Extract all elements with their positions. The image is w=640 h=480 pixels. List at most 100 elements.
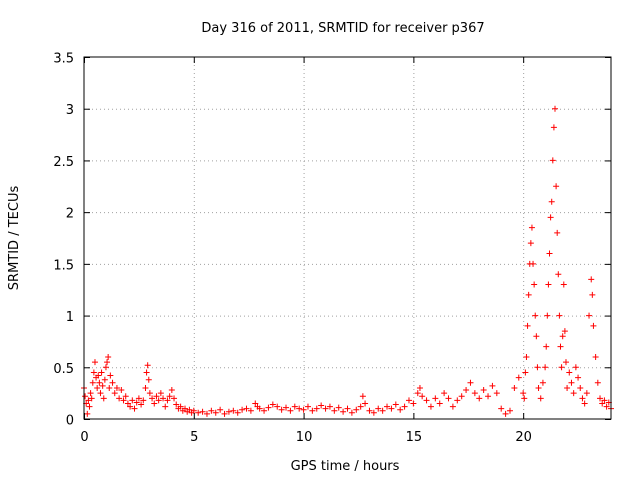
data-point — [252, 400, 259, 407]
data-point — [589, 291, 596, 298]
data-point — [144, 362, 151, 369]
data-point — [523, 353, 530, 360]
data-point — [458, 393, 465, 400]
data-point — [539, 379, 546, 386]
data-point — [544, 312, 551, 319]
data-point — [550, 124, 557, 131]
data-point — [344, 405, 351, 412]
data-point — [239, 406, 246, 413]
data-point — [203, 410, 210, 417]
y-tick-label: 3.5 — [53, 52, 74, 67]
data-point — [243, 405, 250, 412]
data-point — [357, 403, 364, 410]
data-point — [520, 390, 527, 397]
data-point — [586, 312, 593, 319]
data-point — [533, 333, 540, 340]
data-point — [362, 400, 369, 407]
data-point — [111, 390, 118, 397]
data-point — [531, 281, 538, 288]
y-tick-label: 0 — [66, 414, 74, 429]
y-tick-label: 0.5 — [53, 362, 74, 377]
data-point — [164, 397, 171, 404]
data-point — [545, 281, 552, 288]
data-point — [549, 157, 556, 164]
data-point — [98, 369, 105, 376]
data-point — [106, 384, 113, 391]
plot-area-border — [83, 56, 612, 420]
data-point — [511, 384, 518, 391]
data-point — [572, 364, 579, 371]
data-point — [160, 395, 167, 402]
data-point — [542, 364, 549, 371]
data-point — [419, 393, 426, 400]
data-point — [186, 406, 193, 413]
data-point — [577, 384, 584, 391]
data-point — [601, 397, 608, 404]
data-point — [107, 372, 114, 379]
data-point — [359, 393, 366, 400]
y-tick-label: 3 — [66, 103, 74, 118]
x-axis-ticks: 0 5 10 15 20 — [80, 57, 532, 445]
data-point — [143, 369, 150, 376]
data-point — [88, 395, 95, 402]
data-point — [304, 403, 311, 410]
data-point — [247, 407, 254, 414]
data-point — [287, 407, 294, 414]
data-point — [515, 374, 522, 381]
data-point — [157, 390, 164, 397]
data-point — [537, 395, 544, 402]
data-point — [95, 372, 102, 379]
y-tick-label: 1 — [66, 310, 74, 325]
data-point — [225, 408, 232, 415]
series-srmtid — [81, 105, 614, 417]
data-point — [99, 382, 106, 389]
data-series — [81, 105, 614, 417]
data-point — [532, 312, 539, 319]
data-point — [91, 359, 98, 366]
data-point — [113, 384, 120, 391]
data-point — [405, 397, 412, 404]
data-point — [84, 410, 91, 417]
data-point — [416, 384, 423, 391]
data-point — [581, 400, 588, 407]
data-point — [182, 405, 189, 412]
data-point — [558, 364, 565, 371]
data-point — [548, 198, 555, 205]
data-point — [127, 403, 134, 410]
data-point — [131, 405, 138, 412]
data-point — [104, 359, 111, 366]
data-point — [599, 400, 606, 407]
data-point — [326, 403, 333, 410]
data-point — [388, 405, 395, 412]
data-point — [129, 397, 136, 404]
x-tick-label: 20 — [515, 430, 532, 445]
data-point — [212, 409, 219, 416]
data-point — [171, 395, 178, 402]
data-point — [296, 405, 303, 412]
data-point — [530, 260, 537, 267]
data-point — [463, 387, 470, 394]
data-point — [101, 376, 108, 383]
data-point — [555, 271, 562, 278]
data-point — [521, 395, 528, 402]
data-point — [313, 405, 320, 412]
data-point — [135, 395, 142, 402]
data-point — [168, 387, 175, 394]
data-point — [397, 406, 404, 413]
data-point — [96, 379, 103, 386]
data-point — [564, 384, 571, 391]
data-point — [556, 312, 563, 319]
data-point — [87, 390, 94, 397]
data-point — [153, 393, 160, 400]
data-point — [454, 397, 461, 404]
data-point — [449, 403, 456, 410]
data-point — [89, 379, 96, 386]
y-tick-label: 2 — [66, 207, 74, 222]
data-point — [283, 404, 290, 411]
data-point — [588, 276, 595, 283]
data-point — [561, 328, 568, 335]
data-point — [309, 407, 316, 414]
data-point — [366, 407, 373, 414]
data-point — [265, 404, 272, 411]
data-point — [445, 395, 452, 402]
